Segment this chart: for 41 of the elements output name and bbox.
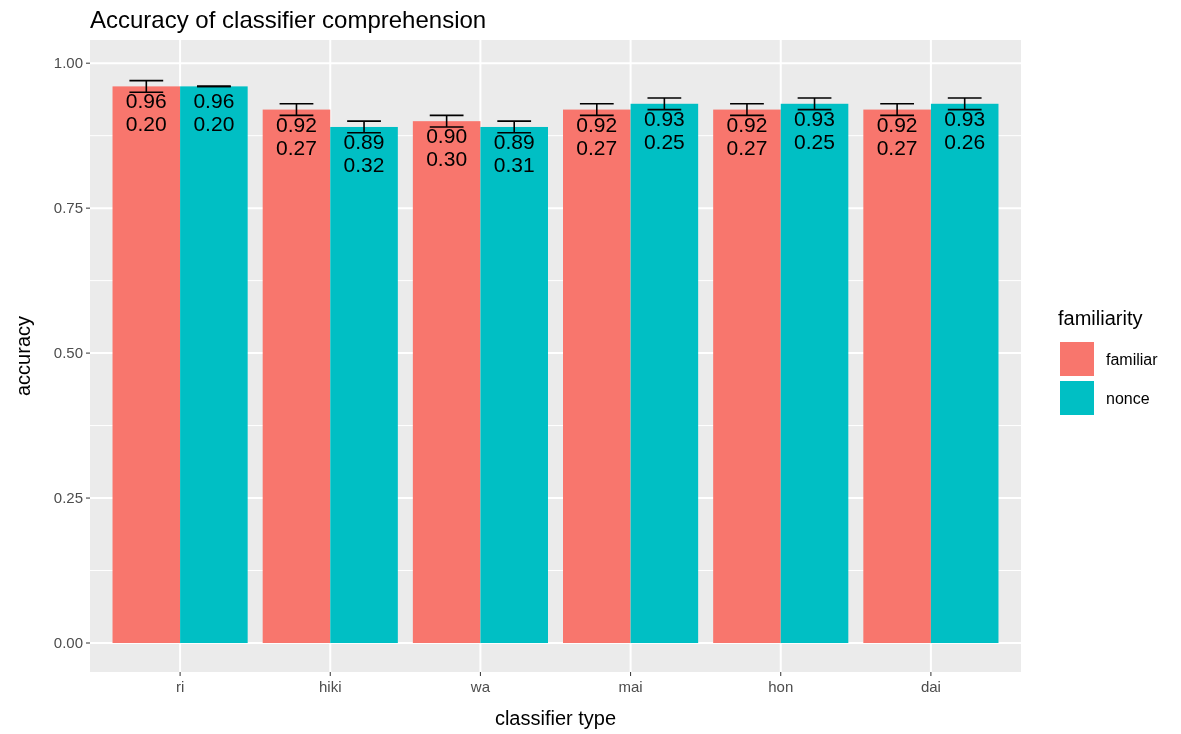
y-tick-label: 0.00 — [53, 634, 83, 652]
y-tick-label: 0.50 — [53, 344, 83, 362]
bar — [930, 103, 999, 644]
data-label: 0.92 0.27 — [876, 112, 918, 159]
data-label: 0.96 0.20 — [193, 89, 235, 136]
x-tick-label: hon — [768, 678, 794, 695]
data-label: 0.96 0.20 — [125, 89, 167, 136]
bar — [713, 109, 781, 644]
bar — [112, 86, 181, 644]
y-tick-label: 0.25 — [53, 489, 83, 507]
legend-label: familiar — [1106, 350, 1159, 368]
y-tick-label: 0.75 — [53, 199, 83, 217]
bar — [563, 109, 631, 644]
data-label: 0.92 0.27 — [276, 112, 317, 159]
bar — [863, 109, 931, 644]
y-tick-label: 1.00 — [53, 54, 83, 72]
chart-title: Accuracy of classifier comprehension — [90, 6, 487, 33]
data-label: 0.89 0.32 — [343, 129, 385, 176]
legend-label: nonce — [1106, 389, 1150, 407]
x-tick-label: hiki — [319, 678, 342, 695]
bar — [412, 121, 481, 644]
data-label: 0.93 0.26 — [944, 106, 986, 153]
data-label: 0.93 0.25 — [643, 106, 685, 153]
data-label: 0.89 0.31 — [493, 129, 535, 176]
bar — [780, 103, 849, 644]
bar — [180, 86, 248, 644]
bar — [480, 126, 548, 644]
x-tick-label: wa — [469, 678, 491, 695]
bar — [262, 109, 331, 644]
bar — [630, 103, 699, 644]
legend-title: familiarity — [1058, 307, 1143, 329]
data-label: 0.90 0.30 — [426, 124, 468, 171]
x-tick-label: ri — [175, 678, 185, 695]
y-axis-title: accuracy — [12, 315, 34, 397]
bar — [330, 126, 398, 644]
x-tick-label: mai — [618, 678, 643, 695]
data-label: 0.92 0.27 — [576, 112, 618, 159]
x-axis-title: classifier type — [494, 707, 617, 729]
data-label: 0.93 0.25 — [794, 106, 835, 153]
x-tick-label: dai — [920, 678, 941, 695]
data-label: 0.92 0.27 — [726, 112, 768, 159]
